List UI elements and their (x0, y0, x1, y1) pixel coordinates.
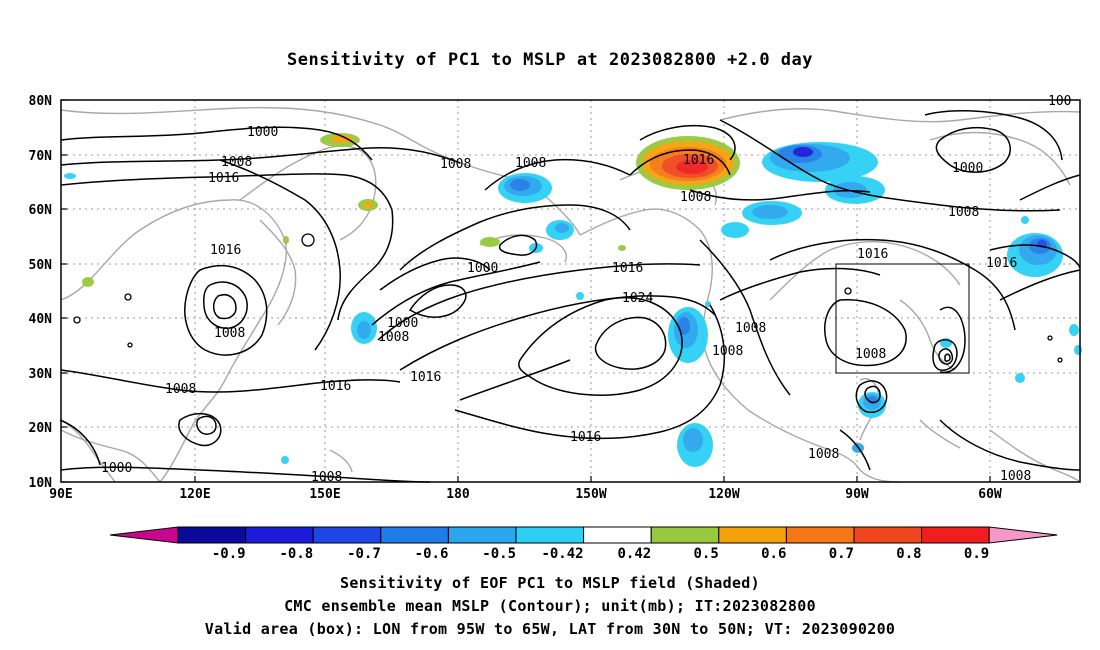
colorbar-label: 0.9 (964, 546, 989, 562)
contour-label: 1008 (515, 156, 546, 171)
lon-label: 150W (575, 487, 606, 502)
colorbar-label: -0.5 (482, 546, 516, 562)
colorbar-label: -0.6 (415, 546, 449, 562)
colorbar: -0.9 -0.8 -0.7 -0.6 -0.5 -0.42 0.42 0.5 0.6 0.7 0.… (109, 526, 1058, 562)
lat-label: 80N (29, 94, 53, 109)
lon-label: 90W (845, 487, 869, 502)
contour-label: 1000 (952, 161, 983, 176)
contour-labels: 1000 1008 1016 1008 1016 1008 1008 1000 … (101, 94, 1071, 485)
lat-label: 50N (29, 258, 53, 273)
colorbar-label: -0.9 (212, 546, 246, 562)
contour-label: 1008 (1000, 469, 1031, 484)
contour-label: 1008 (378, 330, 409, 345)
colorbar-bin (785, 526, 855, 544)
latitude-labels: 80N 70N 60N 50N 40N 30N 20N 10N (29, 94, 53, 491)
colorbar-label: 0.7 (829, 546, 854, 562)
contour-spots (73, 233, 1063, 363)
contour-label: 1000 (101, 461, 132, 476)
contour-label: 1000 (467, 261, 498, 276)
contour-label: 1016 (320, 379, 351, 394)
lat-label: 70N (29, 149, 53, 164)
lon-label: 180 (446, 487, 470, 502)
colorbar-label: 0.5 (694, 546, 719, 562)
contour-label: 1008 (735, 321, 766, 336)
contour-label: 1016 (210, 243, 241, 258)
colorbar-bin (650, 526, 720, 544)
valid-area-box (835, 263, 970, 374)
graticule (61, 100, 1080, 482)
contour-label: 1008 (440, 157, 471, 172)
axis-ticks (61, 99, 991, 483)
colorbar-bin (583, 526, 652, 544)
colorbar-above-max (988, 526, 1058, 544)
colorbar-bin (380, 526, 449, 544)
contour-label: 1016 (410, 370, 441, 385)
contour-label: 1008 (855, 347, 886, 362)
contour-label: 1016 (857, 247, 888, 262)
lon-label: 120W (708, 487, 739, 502)
contour-label: 1024 (622, 291, 653, 306)
colorbar-bin (177, 526, 247, 544)
contour-label: 1008 (948, 205, 979, 220)
plot-title: Sensitivity of PC1 to MSLP at 2023082800… (286, 50, 813, 70)
colorbar-bin (447, 526, 517, 544)
colorbar-bin (312, 526, 382, 544)
footer-line-3: Valid area (box): LON from 95W to 65W, L… (204, 620, 896, 638)
contour-label: 1016 (683, 153, 714, 168)
footer-line-2: CMC ensemble mean MSLP (Contour); unit(m… (284, 597, 816, 615)
contour-label: 1008 (214, 326, 245, 341)
lat-label: 10N (29, 476, 53, 491)
colorbar-label: -0.7 (347, 546, 381, 562)
sensitivity-shading (64, 133, 1082, 467)
colorbar-bin (718, 526, 787, 544)
contour-label: 1016 (208, 171, 239, 186)
mslp-contours (59, 109, 1081, 483)
colorbar-bin (921, 526, 990, 544)
lat-label: 20N (29, 421, 53, 436)
footer-line-1: Sensitivity of EOF PC1 to MSLP field (Sh… (340, 574, 760, 592)
lat-label: 40N (29, 312, 53, 327)
lat-label: 30N (29, 367, 53, 382)
map-background (61, 100, 1080, 482)
colorbar-label: 0.6 (761, 546, 786, 562)
contour-label: 1016 (612, 261, 643, 276)
colorbar-label: 0.42 (617, 546, 651, 562)
lon-label: 60W (978, 487, 1002, 502)
longitude-labels: 90E 120E 150E 180 150W 120W 90W 60W (49, 487, 1002, 502)
colorbar-label: -0.42 (541, 546, 583, 562)
lon-label: 90E (49, 487, 72, 502)
contour-label: 1000 (387, 316, 418, 331)
contour-label: 1008 (712, 344, 743, 359)
lon-label: 120E (179, 487, 210, 502)
contour-label: 1016 (986, 256, 1017, 271)
lat-label: 60N (29, 203, 53, 218)
contour-label: 1008 (680, 190, 711, 205)
contour-label: 1008 (165, 382, 196, 397)
coastlines (60, 106, 1081, 483)
contour-label: 100 (1048, 94, 1071, 109)
contour-label: 1008 (221, 155, 252, 170)
colorbar-bin (245, 526, 314, 544)
colorbar-label: 0.8 (896, 546, 921, 562)
colorbar-below-min (109, 526, 179, 544)
colorbar-label: -0.8 (279, 546, 313, 562)
contour-label: 1008 (808, 447, 839, 462)
contour-label: 1000 (247, 125, 278, 140)
colorbar-bin (515, 526, 585, 544)
map-frame (60, 99, 1081, 483)
contour-label: 1016 (570, 430, 601, 445)
lon-label: 150E (309, 487, 340, 502)
colorbar-bin (853, 526, 923, 544)
